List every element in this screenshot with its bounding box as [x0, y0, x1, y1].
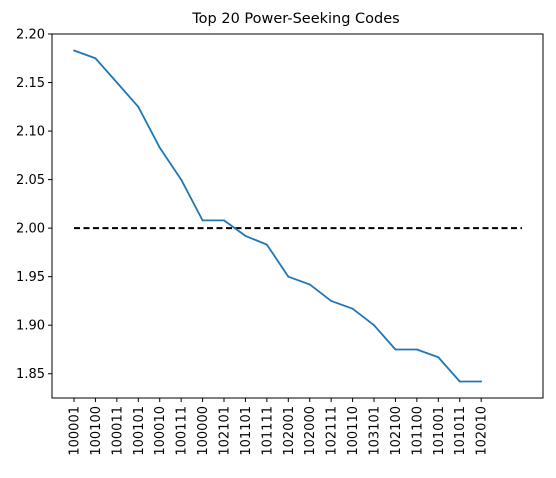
series-line [74, 51, 481, 382]
x-tick-label: 100000 [196, 406, 211, 456]
x-tick-label: 100110 [346, 406, 361, 456]
x-tick-label: 101001 [432, 406, 447, 456]
x-tick-label: 102001 [282, 406, 297, 456]
x-tick-label: 101111 [260, 406, 275, 456]
x-axis: 100001 100100 100011 100101 100010 100111 1000… [68, 398, 490, 456]
y-tick-label: 2.05 [16, 173, 45, 188]
y-tick-label: 1.85 [16, 367, 45, 382]
x-tick-label: 102111 [325, 406, 340, 456]
y-tick-label: 2.00 [16, 222, 45, 237]
x-tick-label: 100011 [110, 406, 125, 456]
plot-layer [73, 50, 522, 383]
data-point [137, 106, 139, 108]
data-point [223, 219, 225, 221]
x-tick-label: 101101 [239, 406, 254, 456]
y-tick-label: 2.15 [16, 76, 45, 91]
y-tick-label: 1.95 [16, 270, 45, 285]
data-point [245, 235, 247, 237]
x-tick-label: 102101 [218, 406, 233, 456]
x-tick-label: 100111 [175, 406, 190, 456]
x-tick-label: 100101 [132, 406, 147, 456]
data-point [373, 324, 375, 326]
data-point [352, 308, 354, 310]
x-tick-label: 100010 [153, 406, 168, 456]
data-point [395, 349, 397, 351]
data-point [330, 300, 332, 302]
x-tick-label: 100100 [89, 406, 104, 456]
x-tick-label: 102000 [303, 406, 318, 456]
y-axis: 1.85 1.90 1.95 2.00 2.05 2.10 2.15 2.20 [16, 28, 52, 383]
y-tick-label: 1.90 [16, 319, 45, 334]
data-point [480, 381, 482, 383]
x-tick-label: 103101 [368, 406, 383, 456]
data-point [180, 179, 182, 181]
chart-title: Top 20 Power-Seeking Codes [191, 11, 399, 27]
y-tick-label: 2.10 [16, 125, 45, 140]
data-point [437, 356, 439, 358]
y-tick-label: 2.20 [16, 28, 45, 43]
data-point [416, 349, 418, 351]
x-tick-label: 100001 [68, 406, 83, 456]
x-tick-label: 102100 [389, 406, 404, 456]
data-point [202, 219, 204, 221]
x-tick-label: 101011 [453, 406, 468, 456]
data-point [116, 82, 118, 84]
data-point [459, 381, 461, 383]
data-point [309, 284, 311, 286]
data-point [95, 57, 97, 59]
data-point [287, 276, 289, 278]
x-tick-label: 102010 [475, 406, 490, 456]
data-point [266, 244, 268, 246]
x-tick-label: 101100 [410, 406, 425, 456]
data-point [159, 147, 161, 149]
plot-area-frame [52, 34, 543, 398]
data-point [73, 50, 75, 52]
